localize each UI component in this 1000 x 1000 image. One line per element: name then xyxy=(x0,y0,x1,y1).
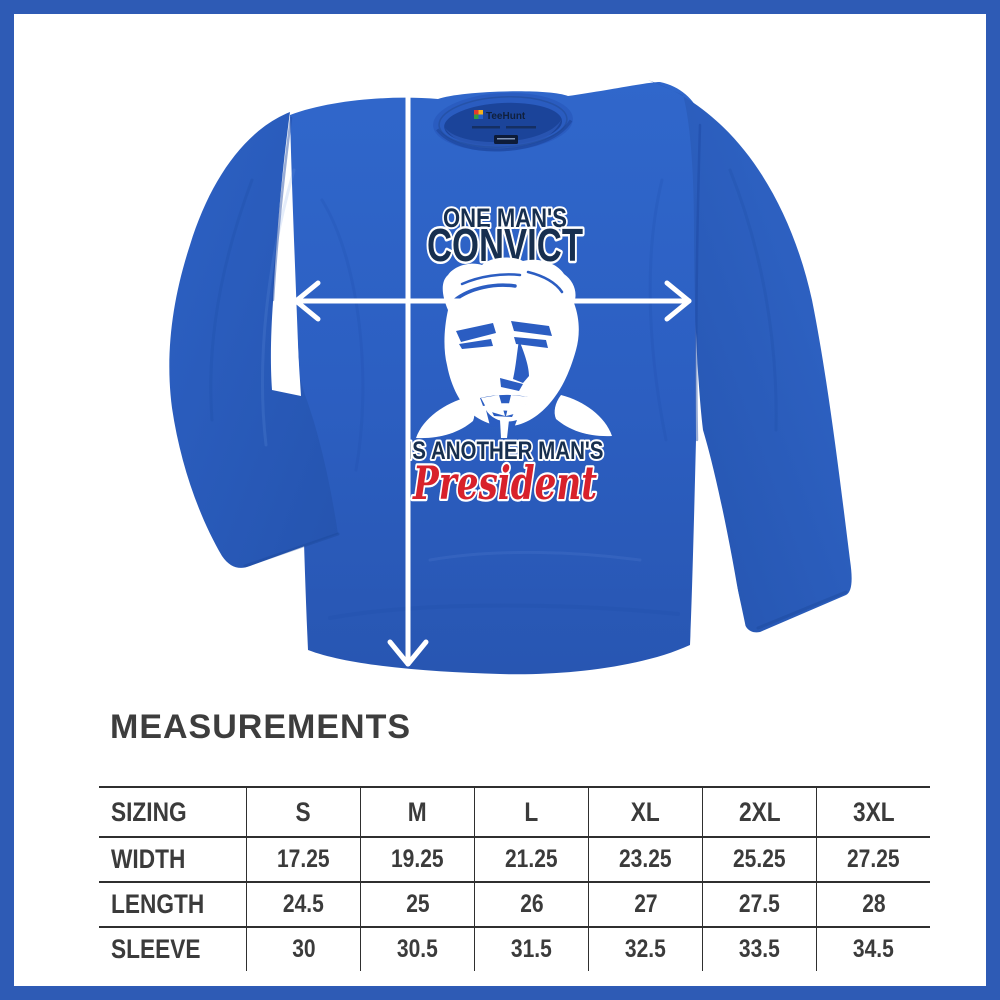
width-arrow xyxy=(293,280,692,322)
table-row-label: LENGTH xyxy=(99,881,246,926)
table-cell: 21.25 xyxy=(474,836,588,881)
table-cell: 23.25 xyxy=(588,836,702,881)
table-cell: 27.25 xyxy=(816,836,930,881)
design-line3: IS ANOTHER MAN'S xyxy=(407,437,604,465)
shirt-left-sleeve xyxy=(169,112,338,568)
table-header-size: XL xyxy=(588,788,702,836)
table-cell: 17.25 xyxy=(246,836,360,881)
table-header-size: S xyxy=(246,788,360,836)
table-row-label: WIDTH xyxy=(99,836,246,881)
armpit-gap-left xyxy=(270,302,301,396)
table-cell: 27.5 xyxy=(702,881,816,926)
table-header-size: L xyxy=(474,788,588,836)
length-arrow xyxy=(387,65,429,667)
design-line1: ONE MAN'S xyxy=(443,203,567,233)
measurements-heading: MEASUREMENTS xyxy=(110,708,412,746)
table-header-sizing: SIZING xyxy=(111,796,187,827)
table-cell: 25.25 xyxy=(702,836,816,881)
table-header-size: 2XL xyxy=(702,788,816,836)
table-cell: 30.5 xyxy=(360,926,474,971)
shirt-right-sleeve xyxy=(648,80,852,633)
table-header-size: 3XL xyxy=(816,788,930,836)
armpit-gap-right xyxy=(693,452,748,648)
table-cell: 25 xyxy=(360,881,474,926)
size-tag-text-mark xyxy=(497,138,515,140)
design-line4: President xyxy=(412,456,597,510)
table-cell: 30 xyxy=(246,926,360,971)
table-cell: 19.25 xyxy=(360,836,474,881)
size-table: SIZING S M L XL 2XL 3XL WIDTH 17.25 19.2… xyxy=(99,786,930,971)
care-text-line xyxy=(472,126,500,129)
brand-label-text: TeeHunt xyxy=(486,111,526,122)
sleeve-folds xyxy=(209,116,848,630)
shirt-illustration: TeeHunt ONE MAN'S CONVICT xyxy=(169,65,852,675)
table-cell: 31.5 xyxy=(474,926,588,971)
table-cell: 32.5 xyxy=(588,926,702,971)
teehunt-logo-icon xyxy=(474,110,483,119)
fabric-wrinkles xyxy=(320,178,680,620)
table-cell: 34.5 xyxy=(816,926,930,971)
table-cell: 24.5 xyxy=(246,881,360,926)
neck-label: TeeHunt xyxy=(472,110,536,144)
care-text-line xyxy=(506,126,536,129)
table-row-label: SLEEVE xyxy=(99,926,246,971)
suit xyxy=(416,395,612,439)
collar xyxy=(433,92,573,152)
table-cell: 33.5 xyxy=(702,926,816,971)
table-cell: 28 xyxy=(816,881,930,926)
table-header-size: M xyxy=(360,788,474,836)
table-cell: 26 xyxy=(474,881,588,926)
table-cell: 27 xyxy=(588,881,702,926)
